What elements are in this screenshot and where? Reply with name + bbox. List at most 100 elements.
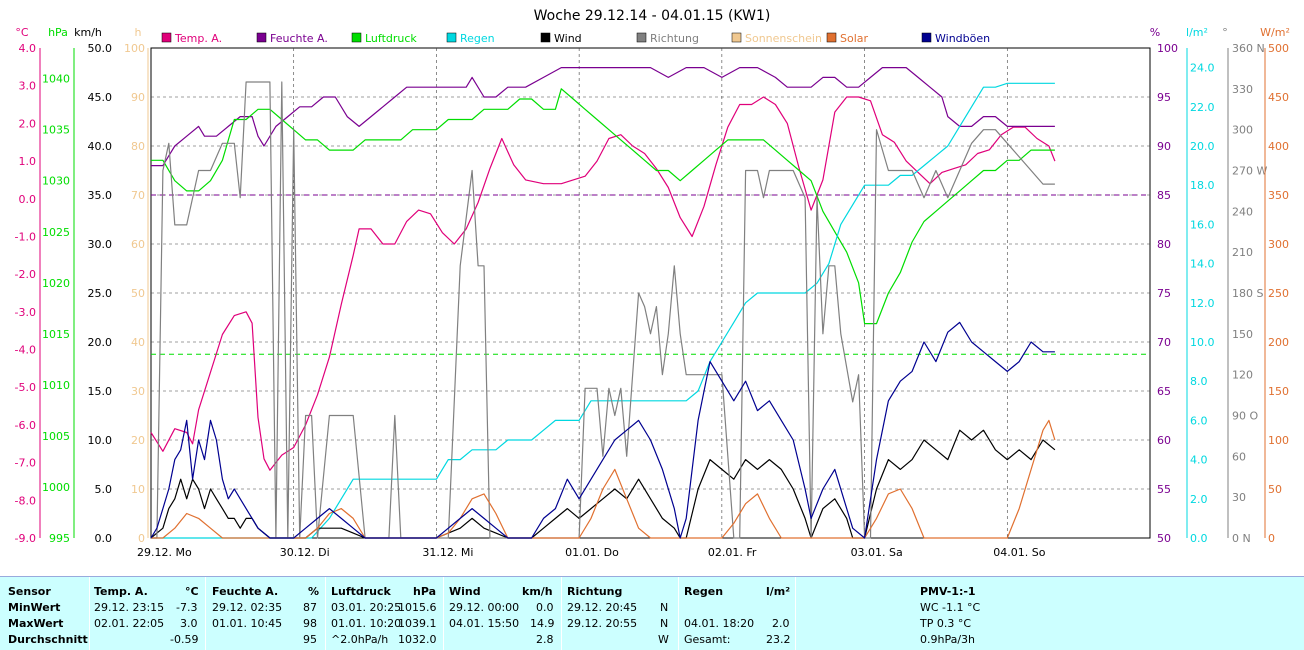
stats-temp-max-time: 02.01. 22:05 [94,617,165,630]
temp-tick-label: 1.0 [19,155,37,168]
solar-tick-label: 500 [1268,42,1289,55]
temp-tick-label: -9.0 [15,532,36,545]
sunshine-tick-label: 70 [131,189,145,202]
direction-tick-label: 180 S [1232,287,1263,300]
stats-rain-max-val: 2.0 [772,617,790,630]
rain-tick-label: 22.0 [1190,101,1215,114]
solar-axis-unit: W/m² [1260,26,1290,39]
rain-tick-label: 4.0 [1190,454,1208,467]
direction-tick-label: 60 [1232,450,1246,463]
sunshine-tick-label: 30 [131,385,145,398]
direction-tick-label: 210 [1232,246,1253,259]
temp-tick-label: 4.0 [19,42,37,55]
stats-wind-min-time: 29.12. 00:00 [449,601,520,614]
sunshine-tick-label: 50 [131,287,145,300]
stats-pmv-header: PMV-1:-1 [920,585,976,598]
pressure-axis-unit: hPa [48,26,68,39]
stats-press-header: Luftdruck [331,585,391,598]
stats-hum-header: Feuchte A. [212,585,279,598]
direction-tick-label: 270 W [1232,165,1267,178]
temp-tick-label: 0.0 [19,193,37,206]
legend: Temp. A. Feuchte A. Luftdruck Regen Wind Rich… [161,32,990,45]
stats-temp-unit: °C [185,585,199,598]
stats-press-max-time: 01.01. 10:20 [331,617,402,630]
x-axis-labels: 29.12. Mo 30.12. Di 31.12. Mi 01.01. Do 02.0… [137,546,1046,559]
stats-wind-avg-val: 2.8 [536,633,554,646]
weather-chart: Woche 29.12.14 - 04.01.15 (KW1) Temp. A.… [15,8,1290,559]
stats-temp-header: Temp. A. [94,585,148,598]
pressure-tick-label: 1040 [42,73,70,86]
rain-tick-label: 18.0 [1190,179,1215,192]
wind-tick-label: 35.0 [88,189,113,202]
legend-swatch [826,32,837,43]
stats-pmv-trend: 0.9hPa/3h [920,633,976,646]
series-line-richtung [151,81,1055,539]
stats-pmv-tp: TP 0.3 °C [920,617,972,630]
humidity-tick-label: 95 [1157,91,1171,104]
chart-title: Woche 29.12.14 - 04.01.15 (KW1) [534,8,771,24]
solar-tick-label: 100 [1268,434,1289,447]
stats-rain-total-label: Gesamt: [684,633,731,646]
stats-wind-header: Wind [449,585,481,598]
direction-tick-label: 30 [1232,491,1246,504]
temp-tick-label: -8.0 [15,494,36,507]
temp-tick-label: -7.0 [15,457,36,470]
series-line-temp-a- [150,96,1056,471]
stats-wind-max-val: 14.9 [530,617,555,630]
humidity-tick-label: 80 [1157,238,1171,251]
stats-label-max: MaxWert [8,617,64,630]
humidity-tick-label: 60 [1157,434,1171,447]
rain-tick-label: 0.0 [1190,532,1208,545]
direction-tick-label: 360 N [1232,42,1265,55]
pressure-tick-label: 1025 [42,226,70,239]
rain-tick-label: 12.0 [1190,297,1215,310]
stats-rain-unit: l/m² [766,585,791,598]
wind-tick-label: 0.0 [95,532,113,545]
legend-label: Wind [554,32,582,45]
series-line-luftdruck [151,88,1055,325]
stats-hum-min-time: 29.12. 02:35 [212,601,283,614]
wind-tick-label: 10.0 [88,434,113,447]
legend-swatch [540,32,551,43]
direction-tick-label: 150 [1232,328,1253,341]
stats-press-max-val: 1039.1 [398,617,437,630]
humidity-axis-unit: % [1150,26,1160,39]
solar-tick-label: 350 [1268,189,1289,202]
pressure-tick-label: 1015 [42,328,70,341]
x-tick-label: 04.01. So [993,546,1045,559]
wind-tick-label: 15.0 [88,385,113,398]
stats-dir-max-time: 29.12. 20:55 [567,617,638,630]
series-line-solar [151,419,1056,539]
solar-tick-label: 300 [1268,238,1289,251]
stats-dir-max-val: N [660,617,669,630]
legend-label: Temp. A. [174,32,222,45]
legend-label: Richtung [650,32,699,45]
legend-label: Solar [840,32,869,45]
legend-swatch [446,32,457,43]
temp-tick-label: -1.0 [15,230,36,243]
legend-swatch [731,32,742,43]
x-tick-label: 31.12. Mi [422,546,473,559]
wind-tick-label: 30.0 [88,238,113,251]
legend-swatch [256,32,267,43]
direction-tick-label: 240 [1232,205,1253,218]
stats-rain-total-val: 23.2 [766,633,791,646]
sunshine-tick-label: 60 [131,238,145,251]
legend-swatch [921,32,932,43]
legend-label: Sonnenschein [745,32,822,45]
humidity-tick-label: 50 [1157,532,1171,545]
temp-tick-label: -6.0 [15,419,36,432]
stats-hum-min-val: 87 [303,601,317,614]
stats-panel: Sensor MinWert MaxWert Durchschnitt Temp… [0,576,1304,650]
direction-axis-unit: ° [1222,26,1228,39]
stats-hum-unit: % [308,585,320,598]
stats-hum-max-time: 01.01. 10:45 [212,617,283,630]
humidity-tick-label: 90 [1157,140,1171,153]
humidity-tick-label: 100 [1157,42,1178,55]
series-group [150,66,1056,539]
temp-tick-label: -2.0 [15,268,36,281]
rain-tick-label: 16.0 [1190,218,1215,231]
sunshine-tick-label: 0 [138,532,145,545]
stats-pmv-wc: WC -1.1 °C [920,601,981,614]
stats-wind-unit: km/h [522,585,553,598]
